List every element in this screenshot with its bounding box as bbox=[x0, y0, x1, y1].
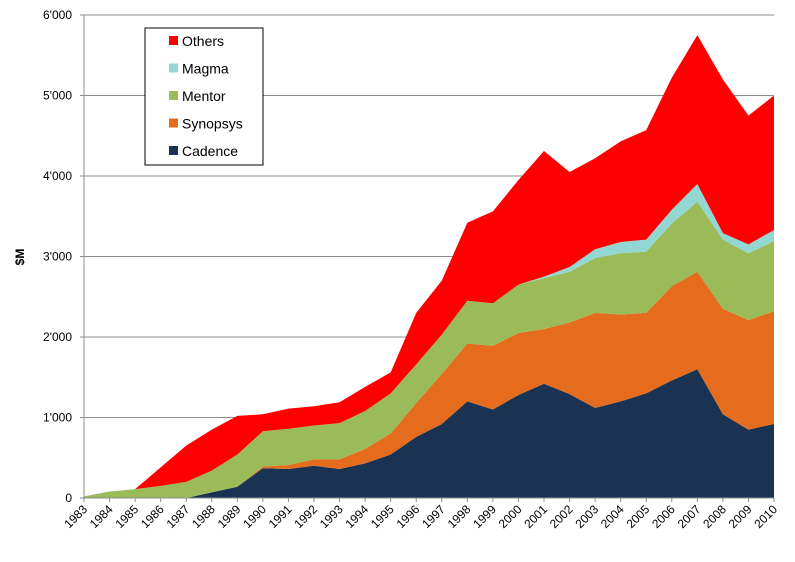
y-tick-label: 2'000 bbox=[43, 330, 72, 344]
y-tick-label: 0 bbox=[65, 491, 72, 505]
legend-swatch-cadence bbox=[169, 146, 178, 155]
y-tick-label: 1'000 bbox=[43, 411, 72, 425]
legend: Others Magma Mentor Synopsys Cadence bbox=[144, 27, 264, 166]
legend-box bbox=[144, 27, 264, 166]
legend-label-synopsys: Synopsys bbox=[182, 116, 243, 132]
y-axis-label: $M bbox=[13, 249, 27, 266]
y-tick-label: 4'000 bbox=[43, 169, 72, 183]
y-tick-labels: 0 1'000 2'000 3'000 4'000 5'000 6'000 bbox=[43, 8, 84, 505]
series-areas bbox=[84, 35, 774, 498]
legend-label-cadence: Cadence bbox=[182, 143, 238, 159]
area-mentor bbox=[84, 201, 774, 498]
y-tick-label: 6'000 bbox=[43, 8, 72, 22]
legend-swatch-mentor bbox=[169, 91, 178, 100]
y-tick-label: 5'000 bbox=[43, 89, 72, 103]
area-cadence bbox=[84, 369, 774, 498]
legend-swatch-synopsys bbox=[169, 118, 178, 128]
area-others bbox=[84, 35, 774, 497]
legend-swatch-others bbox=[169, 36, 178, 45]
area-synopsys bbox=[84, 271, 774, 498]
legend-label-others: Others bbox=[182, 33, 224, 49]
legend-label-mentor: Mentor bbox=[182, 88, 226, 104]
legend-swatch-magma bbox=[169, 63, 178, 73]
legend-label-magma: Magma bbox=[182, 61, 229, 77]
y-tick-label: 3'000 bbox=[43, 250, 72, 264]
